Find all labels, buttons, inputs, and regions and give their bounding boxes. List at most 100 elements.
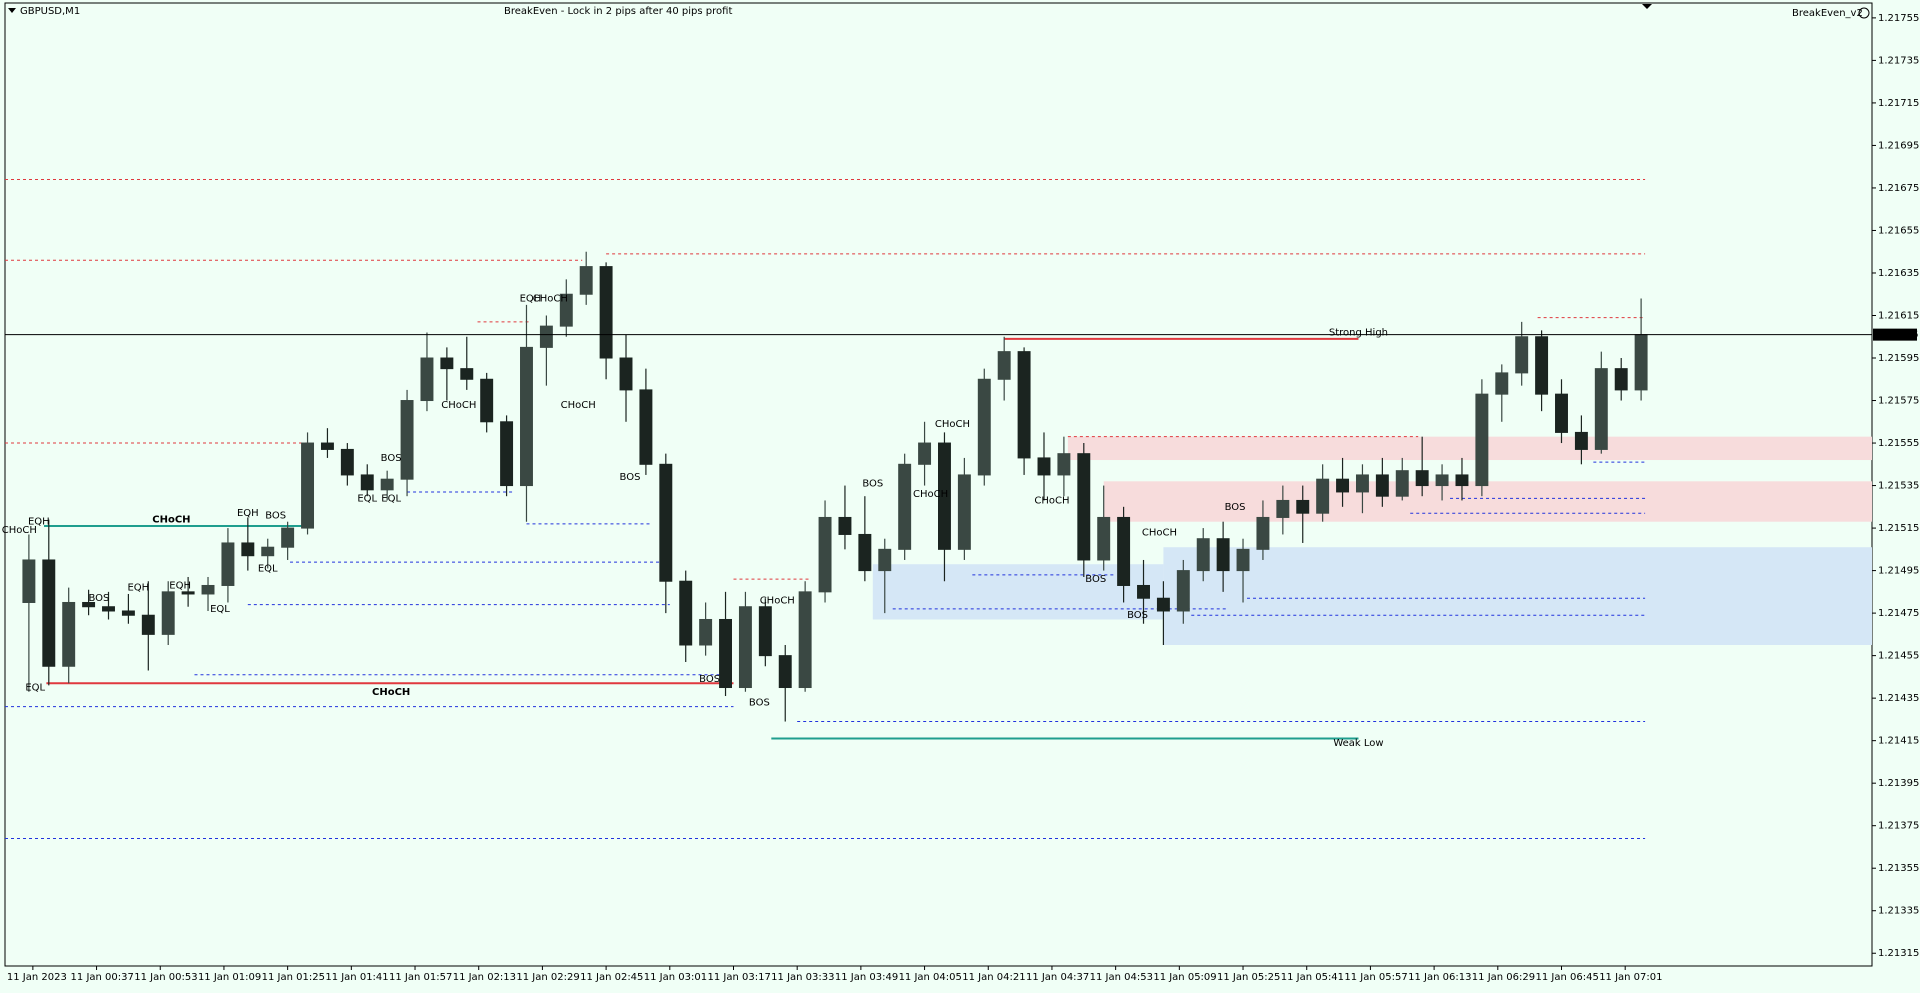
candle-body	[1435, 474, 1449, 487]
candle-body	[1535, 336, 1549, 395]
x-tick-label: 11 Jan 01:25	[262, 972, 325, 983]
candle-body	[281, 527, 295, 548]
menu-arrow	[8, 8, 16, 13]
y-tick-label: 1.21575	[1878, 396, 1919, 407]
candle-body	[82, 601, 96, 608]
candle-body	[1336, 478, 1350, 493]
candle-body	[918, 442, 932, 465]
x-tick-label: 11 Jan 03:01	[644, 972, 707, 983]
candle-body	[858, 533, 872, 572]
candle-body	[898, 463, 912, 550]
annotation: EQL	[210, 604, 230, 615]
candle-body	[619, 357, 633, 391]
candle-body	[758, 606, 772, 657]
annotation: BOS	[265, 510, 286, 521]
annotation: EQL	[381, 493, 401, 504]
candle-body	[838, 516, 852, 535]
zone	[872, 564, 1164, 620]
candle-body	[181, 591, 195, 595]
candle-body	[1137, 584, 1150, 599]
x-tick-label: 11 Jan 03:49	[835, 972, 898, 983]
y-tick-label: 1.21495	[1878, 566, 1919, 577]
candle-body	[1455, 474, 1469, 487]
candle-body	[62, 601, 76, 667]
x-tick-label: 11 Jan 04:37	[1026, 972, 1089, 983]
candle-body	[1256, 516, 1270, 550]
candle-body	[22, 559, 36, 603]
x-tick-label: 11 Jan 04:05	[899, 972, 962, 983]
annotation: EQH	[169, 580, 191, 591]
x-tick-label: 11 Jan 06:45	[1535, 972, 1598, 983]
candle-body	[778, 655, 792, 689]
x-tick-label: 11 Jan 07:01	[1599, 972, 1662, 983]
y-tick-label: 1.21735	[1878, 55, 1919, 66]
x-tick-label: 11 Jan 02:13	[453, 972, 516, 983]
symbol-label: GBPUSD,M1	[20, 6, 80, 17]
annotation: BOS	[699, 674, 720, 685]
annotation: CHoCH	[441, 400, 476, 411]
annotation: BOS	[88, 593, 109, 604]
candle-body	[738, 606, 752, 689]
candle-body	[938, 442, 951, 550]
annotation: CHoCH	[1034, 495, 1069, 506]
y-tick-label: 1.21415	[1878, 736, 1919, 747]
y-tick-label: 1.21315	[1878, 948, 1919, 959]
y-tick-label: 1.21675	[1878, 183, 1919, 194]
candle-body	[380, 478, 394, 491]
current-price-box	[1873, 328, 1917, 341]
x-tick-label: 11 Jan 05:09	[1153, 972, 1216, 983]
candle-body	[221, 542, 235, 586]
candle-body	[1276, 499, 1290, 518]
annotation: CHoCH	[152, 515, 190, 526]
candle-body	[301, 442, 315, 529]
annotation: CHoCH	[760, 595, 795, 606]
annotation: BOS	[862, 478, 883, 489]
y-tick-label: 1.21755	[1878, 13, 1919, 24]
candle-body	[1236, 548, 1250, 572]
x-tick-label: 11 Jan 01:57	[389, 972, 452, 983]
y-tick-label: 1.21335	[1878, 906, 1919, 917]
candle-body	[1475, 393, 1489, 487]
candle-body	[798, 591, 812, 689]
x-tick-label: 11 Jan 04:53	[1090, 972, 1153, 983]
candle-body	[460, 368, 474, 380]
y-tick-label: 1.21595	[1878, 353, 1919, 364]
annotation: BOS	[1225, 502, 1246, 513]
candle-body	[400, 400, 414, 480]
x-tick-label: 11 Jan 05:25	[1217, 972, 1280, 983]
candle-body	[201, 584, 215, 595]
zone	[1103, 481, 1872, 522]
candle-body	[141, 614, 155, 635]
annotation: CHoCH	[913, 489, 948, 500]
candle-body	[261, 546, 275, 557]
zone	[1067, 436, 1872, 461]
candle-body	[599, 266, 613, 359]
x-tick-label: 11 Jan 01:09	[198, 972, 261, 983]
annotation: BOS	[749, 697, 770, 708]
annotation: CHoCH	[533, 293, 568, 304]
candle-body	[559, 293, 573, 327]
x-tick-label: 11 Jan 01:41	[325, 972, 388, 983]
candle-body	[579, 266, 593, 295]
candle-body	[1037, 457, 1051, 476]
candle-body	[1216, 538, 1230, 572]
y-tick-label: 1.21615	[1878, 310, 1919, 321]
x-tick-label: 11 Jan 06:29	[1472, 972, 1535, 983]
candle-body	[977, 378, 991, 476]
x-tick-label: 11 Jan 00:53	[134, 972, 197, 983]
candle-body	[1515, 336, 1529, 374]
candle-body	[42, 559, 56, 667]
candle-body	[997, 351, 1011, 380]
candle-body	[539, 325, 553, 348]
candle-body	[878, 548, 892, 572]
y-tick-label: 1.21375	[1878, 821, 1919, 832]
candle-body	[1296, 499, 1310, 514]
candle-body	[520, 346, 533, 487]
annotation: BOS	[1085, 574, 1106, 585]
candle-body	[1077, 453, 1091, 561]
candle-body	[500, 421, 514, 487]
menu-arrow	[1642, 4, 1652, 9]
candle-body	[1495, 372, 1509, 395]
x-tick-label: 11 Jan 00:37	[71, 972, 134, 983]
annotation: EQH	[127, 583, 149, 594]
